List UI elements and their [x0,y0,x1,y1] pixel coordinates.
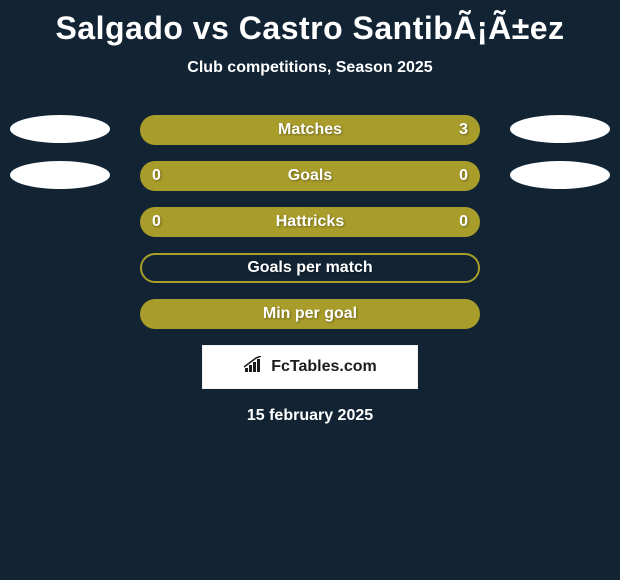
logo-box: FcTables.com [202,345,418,389]
stat-label: Min per goal [263,305,357,323]
stat-row: 0 Hattricks 0 [0,207,620,237]
stat-label: Goals per match [247,259,372,277]
stat-bar: 0 Hattricks 0 [140,207,480,237]
page-title: Salgado vs Castro SantibÃ¡Ã±ez [0,0,620,47]
stat-row: 0 Goals 0 [0,161,620,191]
right-oval [510,115,610,143]
stat-bar: Min per goal [140,299,480,329]
stat-row: Goals per match [0,253,620,283]
right-value: 3 [459,121,468,139]
stat-label: Goals [288,167,332,185]
subtitle: Club competitions, Season 2025 [0,59,620,77]
left-oval [10,161,110,189]
left-value: 0 [152,167,161,185]
stat-row: Matches 3 [0,115,620,145]
stats-card: Salgado vs Castro SantibÃ¡Ã±ez Club comp… [0,0,620,580]
stat-label: Hattricks [276,213,344,231]
stat-bar: Matches 3 [140,115,480,145]
left-value: 0 [152,213,161,231]
right-value: 0 [459,213,468,231]
right-oval [510,161,610,189]
bar-chart-icon [243,356,265,379]
stat-row: Min per goal [0,299,620,329]
stat-label: Matches [278,121,342,139]
date-label: 15 february 2025 [0,407,620,425]
stats-rows: Matches 3 0 Goals 0 0 Hattricks 0 [0,115,620,329]
left-oval [10,115,110,143]
logo-text: FcTables.com [271,358,377,376]
stat-bar: 0 Goals 0 [140,161,480,191]
stat-bar: Goals per match [140,253,480,283]
right-value: 0 [459,167,468,185]
